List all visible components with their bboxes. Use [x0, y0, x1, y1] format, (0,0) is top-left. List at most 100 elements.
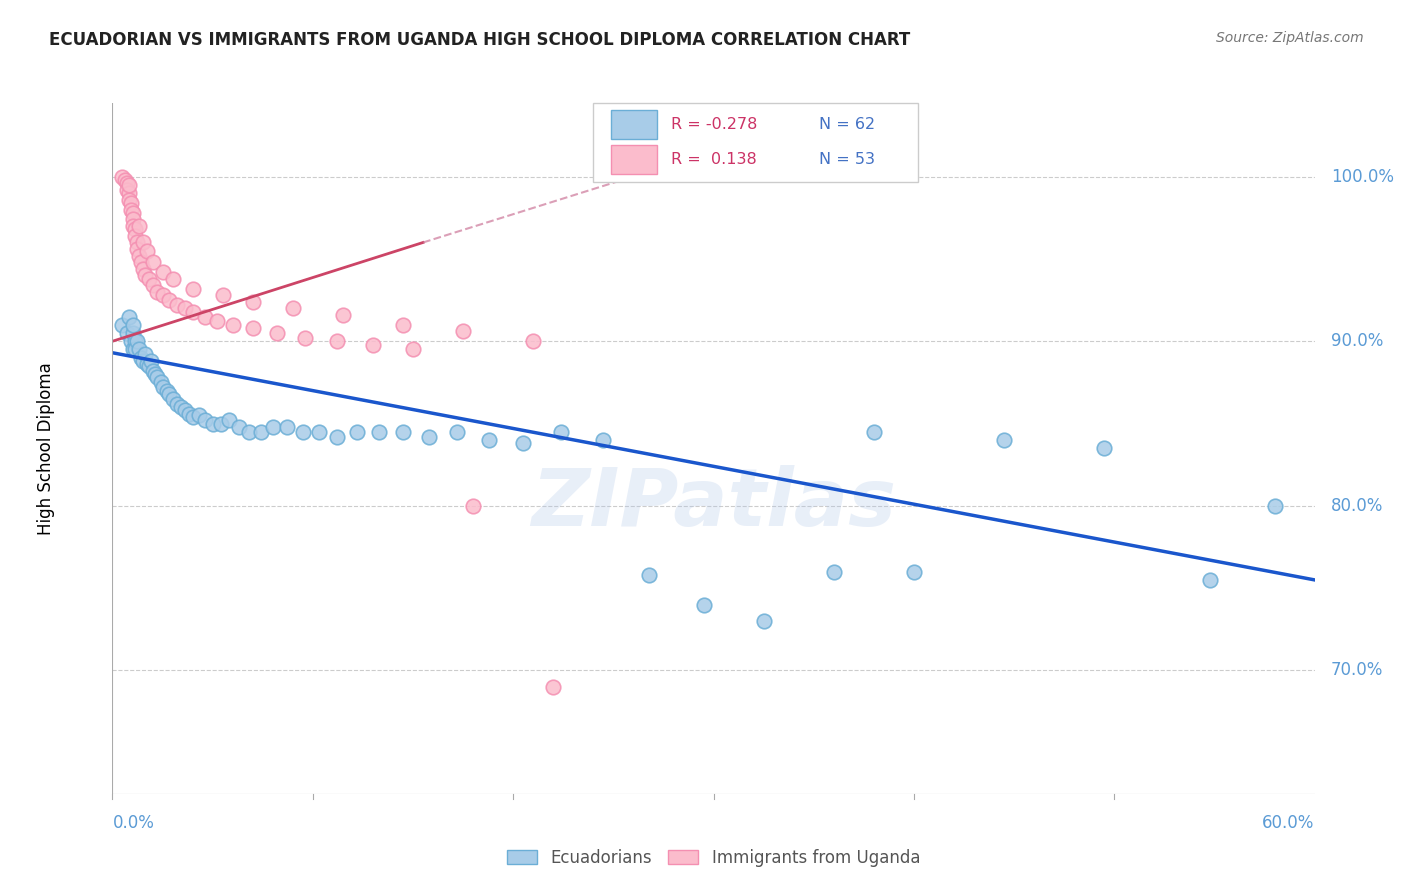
Point	[131, 354, 153, 368]
Text: N = 62: N = 62	[820, 117, 876, 132]
Point	[361, 337, 384, 351]
Point	[117, 186, 139, 200]
Point	[692, 598, 714, 612]
Point	[451, 324, 474, 338]
Point	[173, 403, 195, 417]
Point	[166, 397, 188, 411]
Text: Source: ZipAtlas.com: Source: ZipAtlas.com	[1216, 31, 1364, 45]
Point	[117, 193, 139, 207]
Point	[121, 343, 143, 357]
Point	[121, 212, 143, 227]
Point	[114, 173, 136, 187]
Point	[152, 288, 174, 302]
Point	[141, 255, 163, 269]
Point	[823, 565, 845, 579]
Point	[121, 318, 143, 332]
Point	[332, 308, 354, 322]
Point	[228, 420, 250, 434]
Point	[177, 407, 200, 421]
Text: 70.0%: 70.0%	[1330, 662, 1384, 680]
Point	[121, 206, 143, 220]
Point	[550, 425, 572, 439]
Point	[222, 318, 245, 332]
Point	[326, 430, 349, 444]
Point	[124, 228, 146, 243]
Text: 100.0%: 100.0%	[1330, 168, 1393, 186]
Point	[141, 364, 163, 378]
Point	[173, 301, 195, 316]
Point	[131, 235, 153, 250]
Point	[124, 222, 146, 236]
Point	[115, 326, 138, 340]
Point	[128, 249, 150, 263]
Point	[162, 392, 184, 406]
Point	[1199, 573, 1222, 587]
Point	[281, 301, 304, 316]
Point	[294, 331, 316, 345]
Text: High School Diploma: High School Diploma	[38, 362, 55, 534]
Point	[326, 334, 349, 349]
Point	[128, 343, 150, 357]
Point	[117, 310, 139, 324]
Point	[131, 261, 153, 276]
Point	[124, 343, 146, 357]
Point	[149, 376, 172, 390]
Point	[134, 347, 156, 361]
Text: R = -0.278: R = -0.278	[672, 117, 758, 132]
Text: 80.0%: 80.0%	[1330, 497, 1384, 515]
Point	[152, 380, 174, 394]
Point	[242, 321, 264, 335]
Point	[291, 425, 314, 439]
Point	[157, 387, 180, 401]
Point	[134, 268, 156, 283]
Point	[1264, 499, 1286, 513]
Point	[120, 196, 142, 211]
Point	[120, 334, 142, 349]
Point	[218, 413, 240, 427]
Point	[152, 265, 174, 279]
Point	[592, 433, 614, 447]
Point	[125, 235, 148, 250]
Legend: Ecuadorians, Immigrants from Uganda: Ecuadorians, Immigrants from Uganda	[501, 842, 927, 873]
FancyBboxPatch shape	[593, 103, 918, 182]
Point	[129, 351, 152, 365]
Point	[209, 417, 232, 431]
Point	[111, 169, 134, 184]
Point	[145, 285, 167, 299]
Point	[115, 183, 138, 197]
Point	[402, 343, 425, 357]
Point	[169, 400, 191, 414]
Point	[346, 425, 368, 439]
Point	[392, 425, 415, 439]
Point	[752, 614, 775, 628]
Point	[145, 370, 167, 384]
Point	[181, 409, 204, 424]
Point	[543, 680, 565, 694]
Point	[903, 565, 925, 579]
Point	[111, 318, 134, 332]
Point	[125, 242, 148, 256]
Point	[262, 420, 284, 434]
Point	[157, 293, 180, 307]
Point	[266, 326, 288, 340]
Point	[249, 425, 271, 439]
Point	[128, 219, 150, 233]
Point	[138, 359, 160, 373]
Point	[211, 288, 233, 302]
Point	[117, 178, 139, 192]
Point	[187, 409, 209, 423]
Point	[181, 282, 204, 296]
Point	[121, 219, 143, 233]
Point	[125, 334, 148, 349]
Point	[155, 384, 177, 398]
FancyBboxPatch shape	[612, 145, 657, 174]
Point	[308, 425, 330, 439]
Point	[162, 271, 184, 285]
Point	[418, 430, 440, 444]
Text: R =  0.138: R = 0.138	[672, 152, 758, 167]
Text: N = 53: N = 53	[820, 152, 876, 167]
Text: 60.0%: 60.0%	[1263, 814, 1315, 831]
Point	[129, 255, 152, 269]
FancyBboxPatch shape	[612, 111, 657, 139]
Point	[194, 310, 217, 324]
